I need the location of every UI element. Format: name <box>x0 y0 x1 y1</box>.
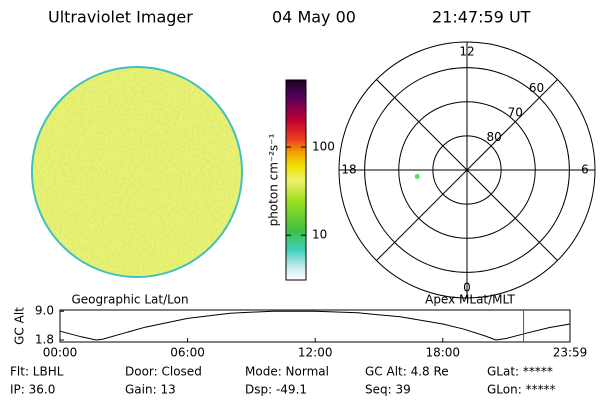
status-field: GLat: ***** <box>487 365 553 379</box>
polar-ring-label: 80 <box>487 130 502 144</box>
polar-spoke <box>376 169 468 261</box>
status-field: Seq: 39 <box>365 383 411 397</box>
polar-ring-label: 60 <box>529 81 544 95</box>
instrument: Ultraviolet Imager <box>48 8 193 27</box>
polar-hour-label: 18 <box>341 163 356 177</box>
colorbar-tick-label: 100 <box>312 140 335 154</box>
polar-ring-label: 70 <box>508 105 523 119</box>
alt-xtick-label: 23:59 <box>553 346 588 360</box>
alt-xtick-label: 00:00 <box>43 346 78 360</box>
status-field: Dsp: -49.1 <box>245 383 307 397</box>
colorbar <box>285 79 307 281</box>
status-field: Gain: 13 <box>125 383 176 397</box>
uv-image <box>31 66 243 278</box>
polar-spoke <box>466 79 558 171</box>
polar-spoke <box>466 169 558 261</box>
alt-xtick-label: 06:00 <box>170 346 205 360</box>
polar-ring <box>364 67 570 273</box>
time: 21:47:59 UT <box>432 8 531 27</box>
alt-xtick-label: 18:00 <box>425 346 460 360</box>
status-field: GLon: ***** <box>487 383 556 397</box>
image-caption: Geographic Lat/Lon <box>71 293 188 307</box>
polar-point <box>414 174 420 180</box>
polar-caption: Apex MLat/MLT <box>425 293 515 307</box>
colorbar-tick-label: 10 <box>312 228 327 242</box>
image-noise <box>33 68 241 276</box>
alt-line <box>59 310 570 341</box>
polar-hour-label: 12 <box>459 45 474 59</box>
polar-ring <box>398 101 536 239</box>
alt-xtick-label: 12:00 <box>298 346 333 360</box>
alt-ylabel: GC Alt <box>13 307 27 345</box>
polar-hour-label: 6 <box>581 163 589 177</box>
polar-hour-label: 0 <box>463 281 471 295</box>
alt-ytick-label: 9.0 <box>35 304 54 318</box>
status-field: Mode: Normal <box>245 365 329 379</box>
status-field: IP: 36.0 <box>10 383 55 397</box>
date: 04 May 00 <box>272 8 356 27</box>
alt-frame <box>59 309 571 343</box>
polar-ring <box>432 135 502 205</box>
status-field: GC Alt: 4.8 Re <box>365 365 449 379</box>
polar-spoke <box>376 79 468 171</box>
status-field: Door: Closed <box>125 365 202 379</box>
alt-ytick-label: 1.8 <box>35 333 54 347</box>
colorbar-label: photon cm⁻²s⁻¹ <box>267 133 281 226</box>
status-field: Flt: LBHL <box>10 365 64 379</box>
